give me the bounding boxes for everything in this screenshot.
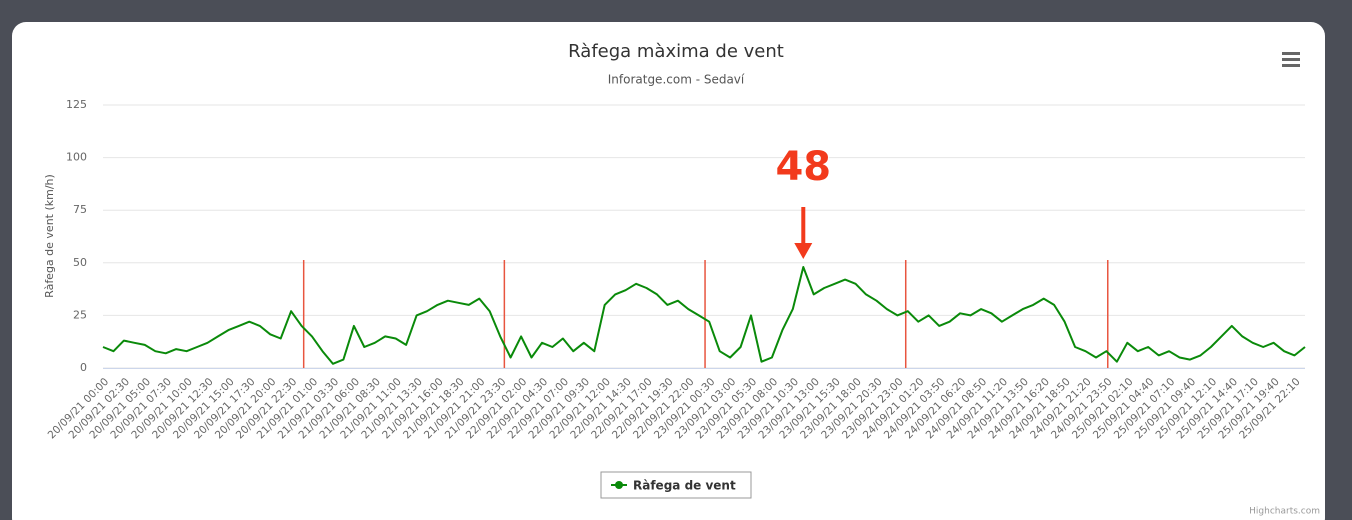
menu-bar [1282, 64, 1300, 67]
y-tick-label: 100 [66, 151, 87, 164]
credits: Highcharts.com [1249, 507, 1320, 517]
menu-bar [1282, 58, 1300, 61]
chart-subtitle: Inforatge.com - Sedaví [608, 73, 745, 87]
legend[interactable]: Ràfega de vent [600, 471, 752, 499]
y-tick-label: 25 [73, 308, 87, 321]
y-tick-label: 0 [80, 361, 87, 374]
annotation-arrowhead [794, 243, 813, 260]
y-tick-label: 50 [73, 256, 87, 269]
series-line [102, 266, 1306, 365]
legend-symbol-marker [615, 481, 623, 489]
legend-label: Ràfega de vent [633, 479, 736, 493]
menu-button[interactable] [1282, 52, 1300, 67]
menu-bar [1282, 52, 1300, 55]
card [12, 22, 1325, 520]
y-tick-label: 75 [73, 203, 87, 216]
y-axis-label: Ràfega de vent (km/h) [43, 174, 56, 298]
annotation-label: 48 [775, 144, 831, 190]
chart-title: Ràfega màxima de vent [568, 41, 784, 62]
y-tick-label: 125 [66, 98, 87, 111]
